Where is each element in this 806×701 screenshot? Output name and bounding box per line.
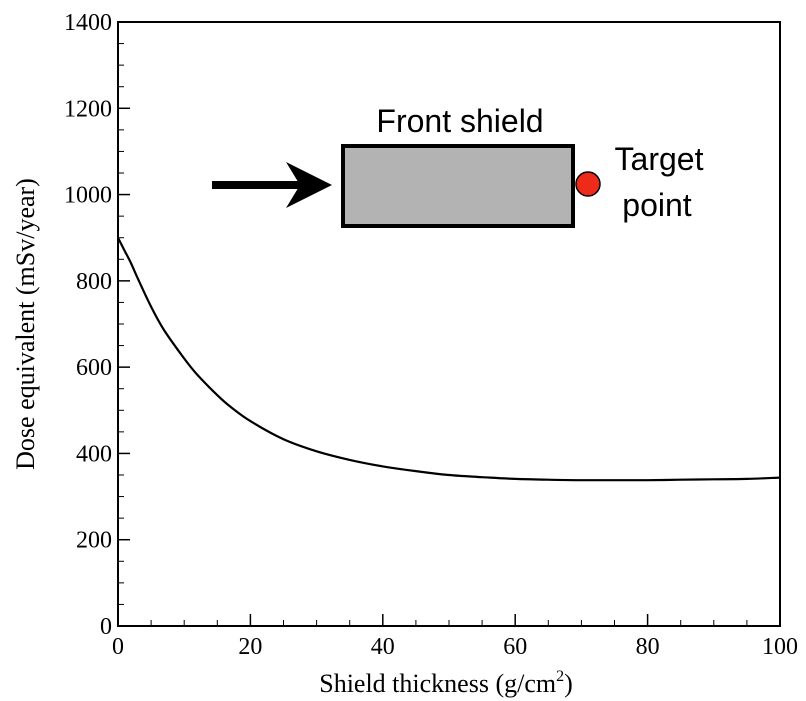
x-axis-label-close: ): [564, 669, 573, 698]
y-tick-label: 600: [76, 355, 112, 381]
x-axis-tick-labels: 0 20 40 60 80 100: [112, 634, 798, 660]
x-tick-label: 60: [503, 634, 527, 660]
x-axis-label-superscript: 2: [556, 668, 564, 685]
y-tick-label: 800: [76, 269, 112, 295]
target-label-line1: Target: [615, 141, 704, 177]
x-tick-label: 20: [238, 634, 262, 660]
x-axis-label: Shield thickness (g/cm2): [319, 668, 573, 698]
x-tick-label: 0: [112, 634, 124, 660]
x-axis-label-main: Shield thickness (g/cm: [319, 669, 556, 698]
target-point-marker: [575, 171, 601, 197]
x-axis-ticks: [117, 614, 781, 626]
x-tick-label: 40: [371, 634, 395, 660]
y-tick-label: 1400: [64, 10, 112, 36]
y-tick-label: 400: [76, 441, 112, 467]
x-tick-label: 100: [762, 634, 798, 660]
y-tick-label: 1200: [64, 96, 112, 122]
y-tick-label: 1000: [64, 183, 112, 209]
y-axis-label: Dose equivalent (mSv/year): [11, 178, 40, 470]
y-axis-ticks: [118, 21, 130, 627]
y-axis-tick-labels: 0 200 400 600 800 1000 1200 1400: [64, 10, 112, 640]
y-tick-label: 200: [76, 528, 112, 554]
front-shield-box: [341, 144, 575, 228]
dose-curve-line: [117, 237, 781, 482]
incident-arrow-head: [286, 162, 332, 208]
shield-schematic: Front shield Target point: [212, 103, 704, 228]
front-shield-label: Front shield: [376, 103, 543, 139]
target-label-line2: point: [622, 187, 692, 223]
y-tick-label: 0: [100, 614, 112, 640]
x-tick-label: 80: [636, 634, 660, 660]
